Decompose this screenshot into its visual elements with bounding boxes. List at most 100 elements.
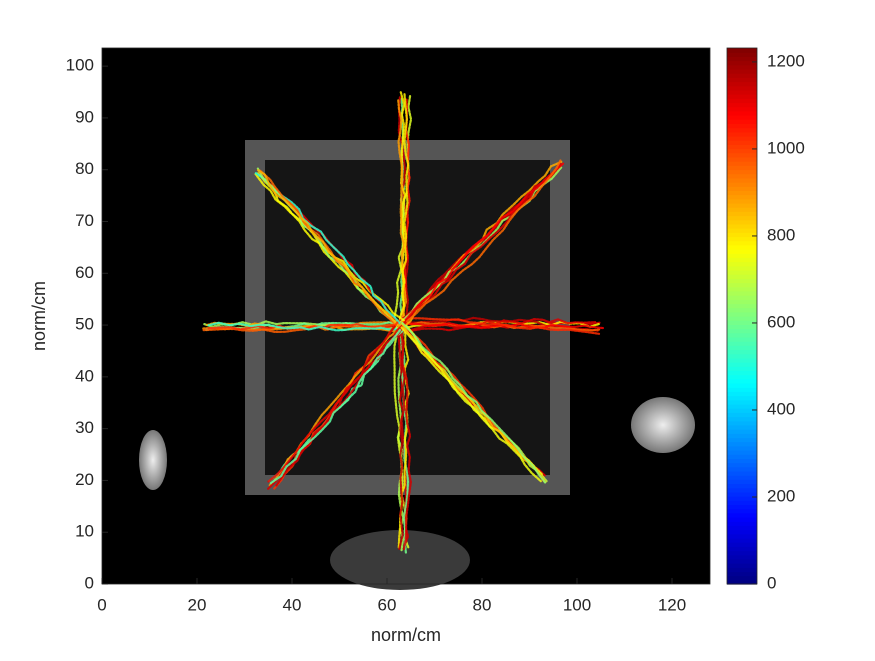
colorbar-segment xyxy=(727,412,757,418)
colorbar-segment xyxy=(727,408,757,413)
y-tick-label: 40 xyxy=(75,366,94,385)
x-axis-label: norm/cm xyxy=(371,625,441,645)
y-tick-label: 10 xyxy=(75,522,94,541)
colorbar-segment xyxy=(727,383,757,388)
y-axis-label: norm/cm xyxy=(29,281,49,351)
colorbar-segment xyxy=(727,445,757,451)
colorbar-tick-label: 1200 xyxy=(767,51,805,70)
colorbar-segment xyxy=(727,374,757,380)
y-tick-label: 90 xyxy=(75,107,94,126)
colorbar-tick-label: 1000 xyxy=(767,138,805,157)
colorbar-segment xyxy=(727,395,757,401)
colorbar-segment xyxy=(727,433,757,439)
colorbar-segment xyxy=(727,429,757,434)
colorbar-segment xyxy=(727,249,757,254)
colorbar-segment xyxy=(727,403,757,409)
trajectory xyxy=(405,324,542,483)
colorbar-segment xyxy=(727,131,757,137)
colorbar-segment xyxy=(727,349,757,355)
colorbar-tick-label: 200 xyxy=(767,486,795,505)
colorbar-segment xyxy=(727,119,757,124)
colorbar-segment xyxy=(727,144,757,150)
colorbar-segment xyxy=(727,416,757,422)
colorbar-segment xyxy=(727,378,757,384)
colorbar-segment xyxy=(727,148,757,154)
colorbar-segment xyxy=(727,529,757,535)
colorbar-segment xyxy=(727,278,757,284)
trajectory xyxy=(268,321,404,487)
colorbar-segment xyxy=(727,60,757,66)
colorbar-segment xyxy=(727,399,757,405)
colorbar-segment xyxy=(727,173,757,179)
colorbar-segment xyxy=(727,353,757,359)
colorbar-segment xyxy=(727,261,757,267)
x-tick-label: 60 xyxy=(378,595,397,614)
colorbar-segment xyxy=(727,190,757,196)
trajectory xyxy=(399,162,562,325)
colorbar-segment xyxy=(727,508,757,514)
axes-box xyxy=(101,47,711,585)
colorbar-segment xyxy=(727,504,757,510)
trajectory xyxy=(259,169,398,327)
colorbar-tick-label: 400 xyxy=(767,399,795,418)
colorbar-segment xyxy=(727,140,757,145)
colorbar-segment xyxy=(727,320,757,325)
colorbar-segment xyxy=(727,219,757,225)
colorbar-segment xyxy=(727,68,757,74)
colorbar-segment xyxy=(727,115,757,120)
colorbar-tick-label: 0 xyxy=(767,573,776,592)
trajectory xyxy=(400,159,562,330)
colorbar-segment xyxy=(727,282,757,288)
colorbar-segment xyxy=(727,496,757,501)
colorbar-segment xyxy=(727,290,757,296)
colorbar-segment xyxy=(727,240,757,246)
colorbar-segment xyxy=(727,177,757,183)
colorbar-segment xyxy=(727,517,757,522)
colorbar-segment xyxy=(727,512,757,518)
trajectory xyxy=(398,92,410,330)
colorbar-segment xyxy=(727,475,757,480)
colorbar-segment xyxy=(727,311,757,317)
colorbar-segment xyxy=(727,236,757,242)
x-tick-label: 100 xyxy=(563,595,591,614)
shadow xyxy=(330,530,470,590)
colorbar-segment xyxy=(727,341,757,346)
x-tick-label: 20 xyxy=(188,595,207,614)
trajectories xyxy=(202,91,605,554)
image-plot xyxy=(102,48,710,590)
colorbar-segment xyxy=(727,244,757,250)
colorbar-segment xyxy=(727,286,757,292)
x-tick-label: 0 xyxy=(97,595,106,614)
colorbar-segment xyxy=(727,110,757,116)
colorbar-segment xyxy=(727,73,757,78)
colorbar-segment xyxy=(727,441,757,447)
y-tick-label: 0 xyxy=(85,573,94,592)
colorbar-segment xyxy=(727,274,757,279)
colorbar-segment xyxy=(727,169,757,175)
colorbar-segment xyxy=(727,303,757,309)
colorbar-segment xyxy=(727,362,757,367)
colorbar-segment xyxy=(727,357,757,363)
colorbar-segment xyxy=(727,454,757,459)
colorbar-segment xyxy=(727,525,757,531)
colorbar-segment xyxy=(727,550,757,556)
colorbar-segment xyxy=(727,202,757,208)
y-tick-label: 100 xyxy=(66,56,94,75)
colorbar-segment xyxy=(727,194,757,200)
colorbar-segment xyxy=(727,336,757,342)
colorbar-segment xyxy=(727,165,757,171)
colorbar-segment xyxy=(727,487,757,493)
trajectory xyxy=(397,321,413,551)
colorbar-segment xyxy=(727,56,757,62)
colorbar-segment xyxy=(727,228,757,233)
colorbar-segment xyxy=(727,366,757,372)
colorbar-segment xyxy=(727,316,757,321)
colorbar-segment xyxy=(727,571,757,577)
colorbar-segment xyxy=(727,563,757,568)
colorbar-segment xyxy=(727,98,757,104)
trajectory xyxy=(266,324,405,483)
trajectory xyxy=(256,168,405,332)
trajectory xyxy=(205,321,401,332)
y-tick-label: 70 xyxy=(75,211,94,230)
